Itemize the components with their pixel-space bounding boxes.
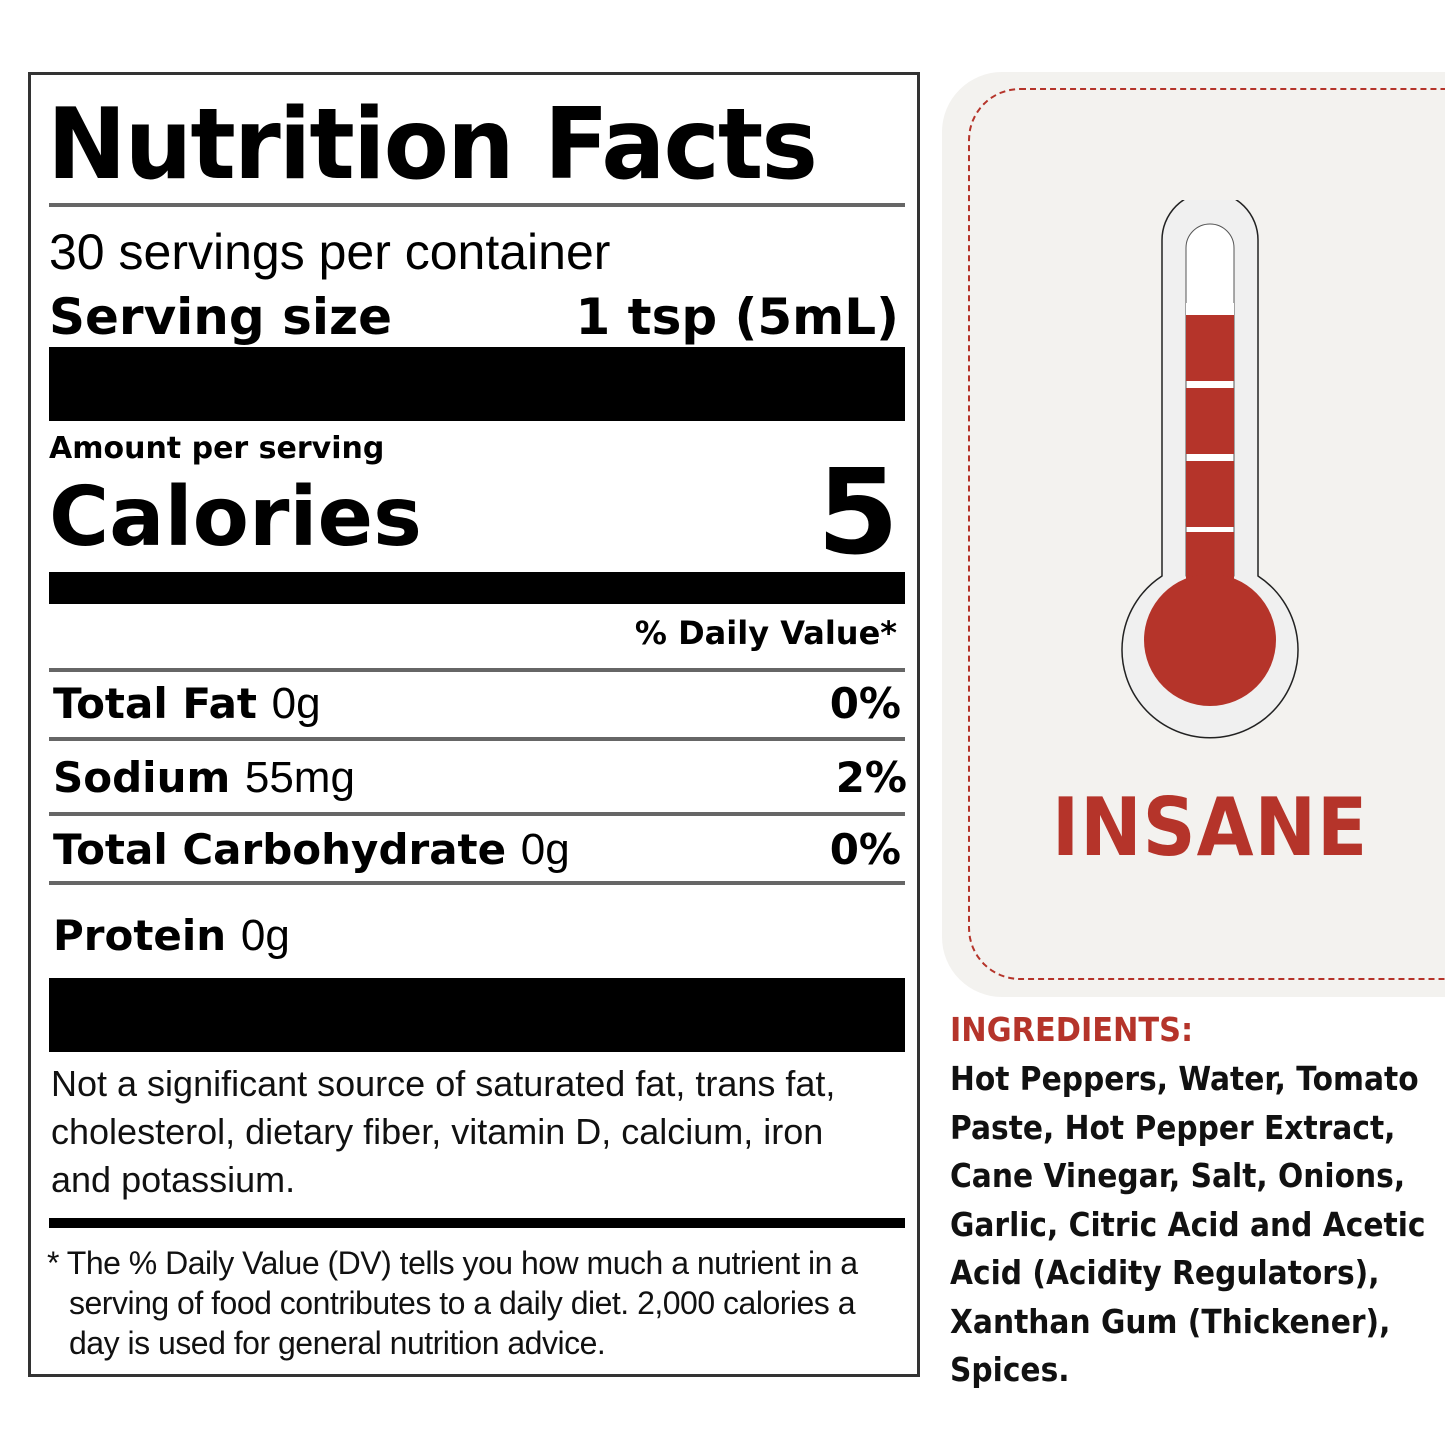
nutrient-name: Total Carbohydrate xyxy=(53,825,507,874)
daily-value-header: % Daily Value* xyxy=(634,614,897,652)
nutrient-name: Total Fat xyxy=(53,679,258,728)
calories-value: 5 xyxy=(816,443,899,581)
ingredients-title: INGREDIENTS: xyxy=(950,1010,1194,1049)
servings-per-container: 30 servings per container xyxy=(49,224,611,280)
thick-divider xyxy=(49,1218,905,1228)
amount-per-serving: Amount per serving xyxy=(49,431,385,466)
nutrient-name: Protein xyxy=(53,911,227,960)
heat-level-label: INSANE xyxy=(1051,781,1369,874)
nutrient-amount: 0g xyxy=(240,911,290,960)
nutrient-amount: 0g xyxy=(271,679,321,728)
serving-size-value: 1 tsp (5mL) xyxy=(575,288,899,346)
divider xyxy=(49,812,905,816)
thick-divider xyxy=(49,572,905,604)
nutrition-facts-panel: Nutrition Facts 30 servings per containe… xyxy=(28,72,920,1377)
thermometer-icon xyxy=(1121,200,1299,739)
thick-divider xyxy=(49,978,905,1052)
not-significant-note: Not a significant source of saturated fa… xyxy=(51,1063,836,1200)
nutrient-total-carbohydrate: Total Carbohydrate 0g xyxy=(53,825,570,875)
nutrient-dv: 0% xyxy=(829,679,901,728)
divider xyxy=(49,203,905,207)
thick-divider xyxy=(49,347,905,421)
nutrient-protein: Protein 0g xyxy=(53,911,290,961)
ingredients-list: Hot Peppers, Water, Tomato Paste, Hot Pe… xyxy=(950,1059,1426,1389)
serving-size-label: Serving size xyxy=(49,288,393,346)
nutrient-dv: 2% xyxy=(835,753,907,802)
nutrition-facts-title: Nutrition Facts xyxy=(47,88,818,202)
calories-label: Calories xyxy=(49,470,422,565)
heat-level-dashed-border xyxy=(968,88,1445,980)
nutrient-sodium: Sodium 55mg xyxy=(53,753,355,803)
nutrient-dv: 0% xyxy=(829,825,901,874)
nutrient-total-fat: Total Fat 0g xyxy=(53,679,321,729)
nutrient-amount: 0g xyxy=(520,825,570,874)
nutrient-amount: 55mg xyxy=(244,753,355,802)
divider xyxy=(49,737,905,741)
divider xyxy=(49,881,905,885)
daily-value-footnote: * The % Daily Value (DV) tells you how m… xyxy=(47,1245,858,1361)
nutrient-name: Sodium xyxy=(53,753,231,802)
divider xyxy=(49,668,905,672)
